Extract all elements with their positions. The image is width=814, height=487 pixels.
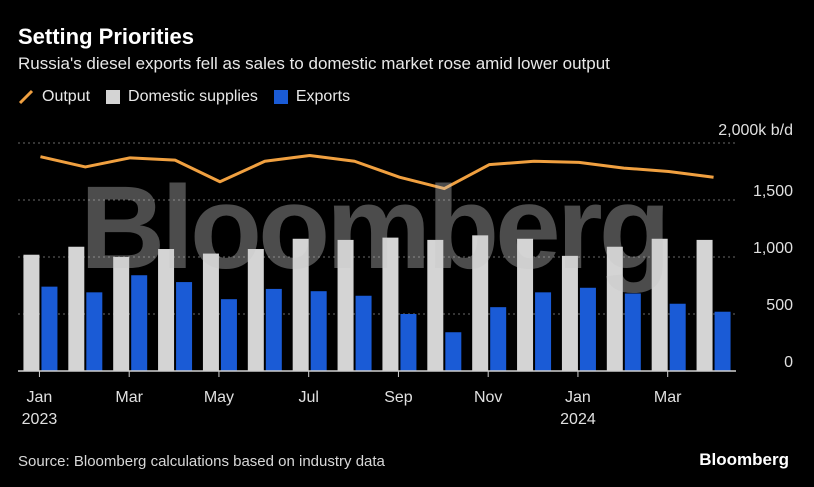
bar-domestic — [158, 249, 175, 371]
bar-domestic — [606, 246, 623, 371]
domestic-swatch-icon — [106, 90, 121, 104]
output-line-icon — [18, 89, 34, 105]
x-tick-label: Mar — [115, 389, 143, 406]
bar-exports — [490, 307, 507, 371]
bar-domestic — [113, 257, 130, 371]
x-tick-label: Jan — [565, 389, 591, 406]
bar-exports — [176, 282, 193, 371]
chart-title: Setting Priorities — [18, 24, 195, 49]
bar-domestic — [68, 246, 85, 371]
bar-exports — [535, 292, 552, 371]
bar-exports — [220, 299, 237, 371]
x-tick-year-label: 2023 — [22, 411, 58, 428]
exports-swatch-icon — [273, 90, 288, 104]
y-unit-label: 2,000k b/d — [718, 122, 793, 139]
x-tick-label: May — [204, 389, 234, 406]
bar-domestic — [517, 238, 534, 371]
legend-label-exports: Exports — [295, 88, 351, 105]
bar-exports — [400, 314, 417, 371]
bar-domestic — [696, 239, 713, 371]
y-tick-label: 500 — [766, 297, 793, 314]
legend: Output Domestic supplies Exports — [18, 88, 356, 106]
legend-item-exports: Exports — [273, 88, 351, 106]
legend-item-output: Output — [18, 88, 90, 106]
y-tick-label: 1,000 — [753, 240, 793, 257]
brand-logo: Bloomberg — [699, 450, 789, 469]
bar-domestic — [651, 238, 668, 371]
line-output — [40, 154, 714, 191]
bar-exports — [624, 293, 641, 371]
x-tick-label: Mar — [654, 389, 682, 406]
bar-exports — [86, 292, 103, 371]
chart-subtitle: Russia's diesel exports fell as sales to… — [18, 54, 610, 73]
legend-label-output: Output — [42, 88, 91, 105]
legend-item-domestic: Domestic supplies — [106, 88, 258, 106]
bar-domestic — [202, 253, 219, 371]
source-note: Source: Bloomberg calculations based on … — [18, 453, 385, 470]
bar-domestic — [382, 237, 399, 371]
bar-exports — [355, 295, 372, 371]
x-tick-label: Nov — [474, 389, 502, 406]
bar-domestic — [292, 238, 309, 371]
bar-exports — [310, 291, 327, 371]
bar-domestic — [247, 249, 264, 371]
bar-exports — [669, 303, 686, 371]
bar-exports — [131, 275, 148, 371]
x-tick-label: Jul — [298, 389, 318, 406]
x-tick-label: Jan — [27, 389, 53, 406]
bar-domestic — [337, 239, 354, 371]
x-tick-year-label: 2024 — [560, 411, 596, 428]
bar-domestic — [561, 255, 578, 371]
bar-exports — [445, 332, 462, 371]
legend-label-domestic: Domestic supplies — [128, 88, 258, 105]
y-tick-label: 0 — [784, 354, 793, 371]
bar-domestic — [23, 254, 40, 371]
x-tick-label: Sep — [384, 389, 413, 406]
bar-exports — [579, 287, 596, 371]
bar-domestic — [427, 239, 444, 371]
bar-exports — [265, 288, 282, 371]
bar-exports — [41, 286, 58, 371]
bar-domestic — [472, 235, 489, 371]
y-tick-label: 1,500 — [753, 183, 793, 200]
bar-exports — [714, 311, 731, 371]
